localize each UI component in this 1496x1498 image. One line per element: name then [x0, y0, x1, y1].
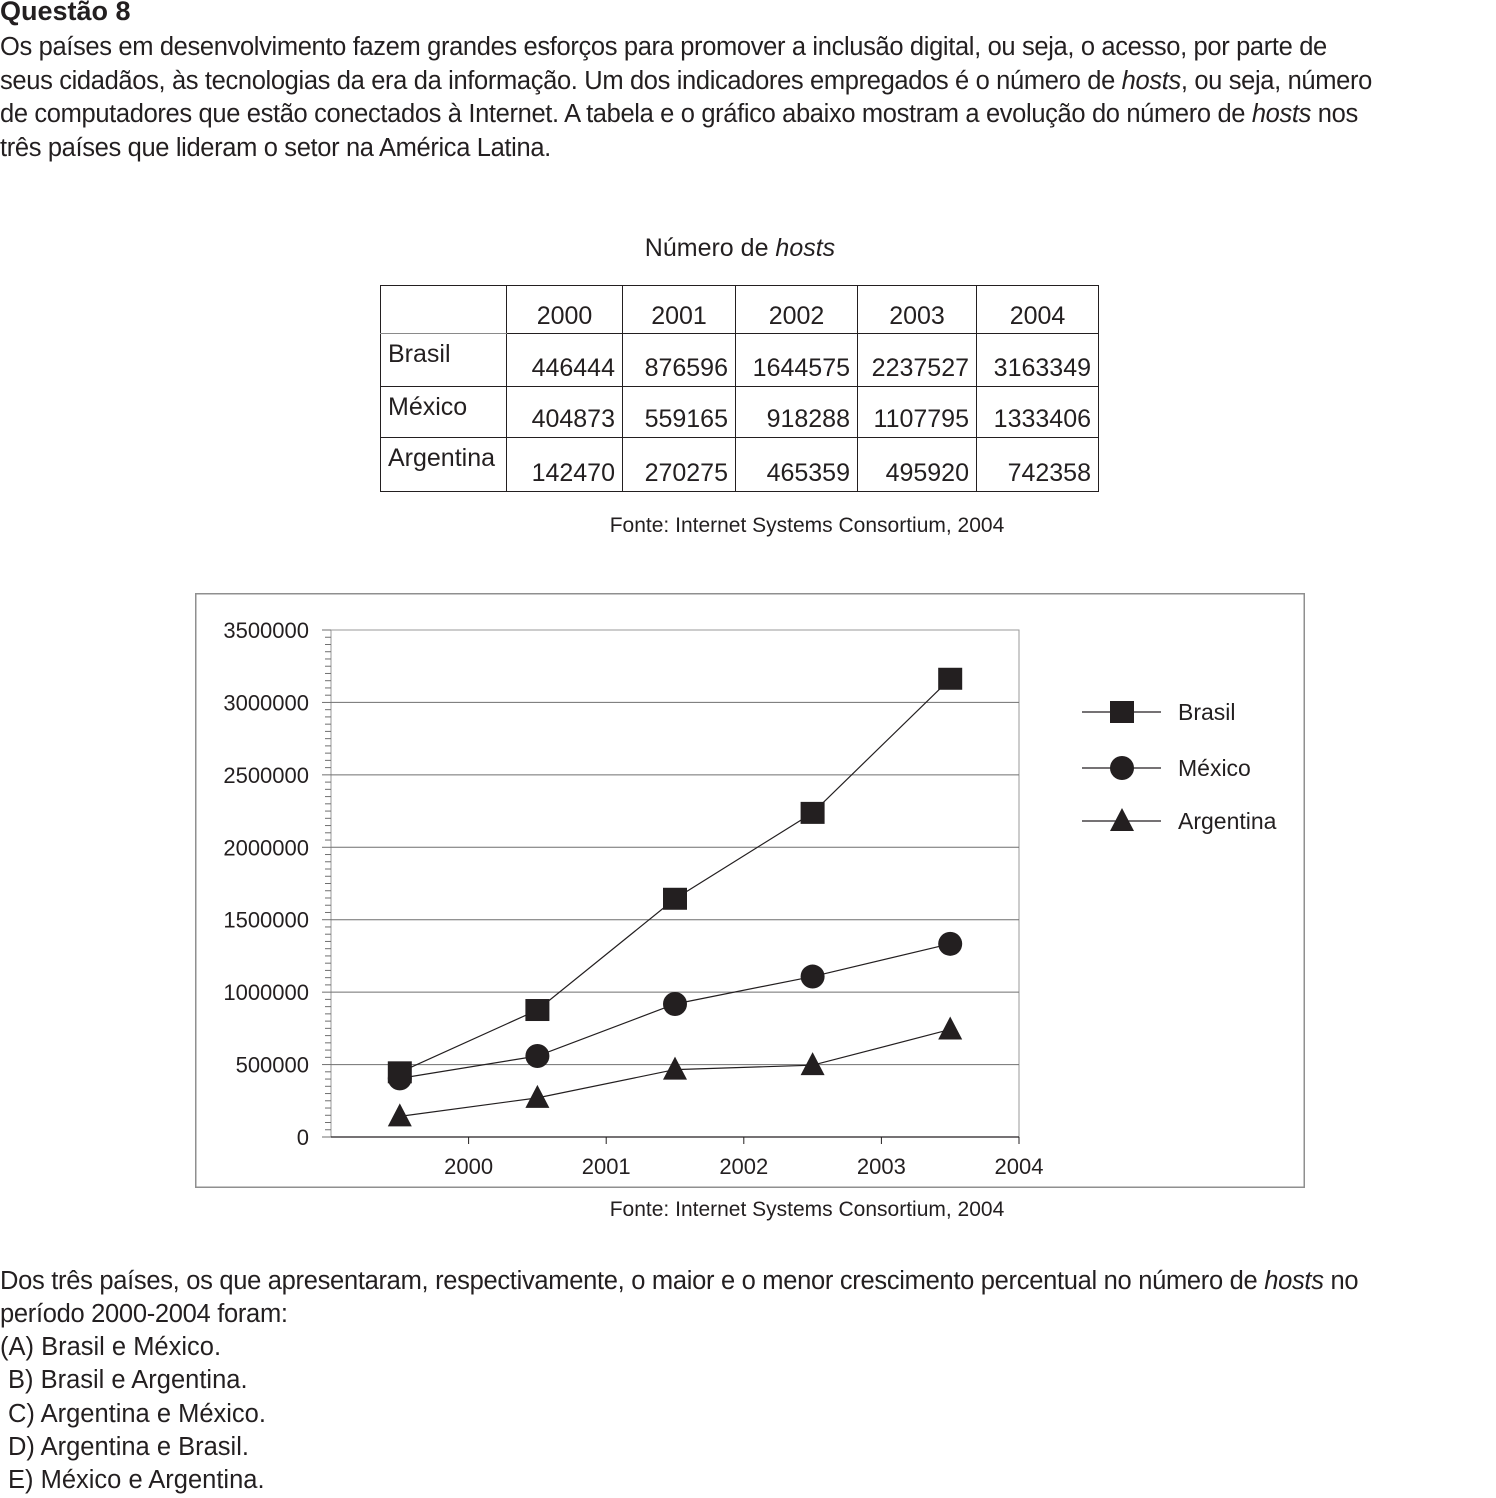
- data-point-circle: [663, 991, 687, 1016]
- legend-marker-square: [1110, 701, 1134, 723]
- table-title: Número de hosts: [380, 234, 1100, 263]
- data-point-circle: [800, 964, 825, 989]
- table-row: México 404873 559165 918288 1107795 1333…: [380, 386, 1099, 438]
- table-value-cell: 2237527: [857, 333, 977, 387]
- x-tick-label: 2004: [995, 1154, 1044, 1179]
- question-title: Questão 8: [0, 0, 131, 26]
- italic-term: hosts: [1251, 100, 1312, 128]
- chart-frame: [195, 593, 1305, 1188]
- table-title-prefix: Número de: [644, 234, 776, 262]
- answer-option[interactable]: E) México e Argentina.: [8, 1466, 265, 1495]
- data-point-triangle: [525, 1084, 550, 1108]
- y-tick-label: 3000000: [223, 690, 309, 715]
- y-tick-label: 1500000: [223, 908, 309, 933]
- prompt-line: período 2000-2004 foram:: [0, 1300, 288, 1329]
- y-tick-label: 2000000: [223, 835, 309, 860]
- table-value-cell: 270275: [622, 437, 736, 492]
- table-year-header: 2000: [506, 285, 623, 334]
- data-point-square: [938, 667, 963, 690]
- italic-term: hosts: [1264, 1267, 1324, 1295]
- table-value-cell: 446444: [506, 333, 623, 387]
- table-value-cell: 465359: [735, 437, 858, 492]
- y-tick-label: 2500000: [223, 763, 309, 788]
- data-point-triangle: [663, 1056, 687, 1080]
- table-value-cell: 918288: [735, 386, 858, 438]
- question-intro: Os países em desenvolvimento fazem grand…: [0, 31, 1496, 165]
- table-title-italic: hosts: [775, 234, 836, 262]
- x-tick-label: 2000: [444, 1154, 493, 1179]
- table-year-header: 2004: [976, 285, 1099, 334]
- prompt-line: Dos três países, os que apresentaram, re…: [0, 1267, 1359, 1295]
- data-point-square: [525, 999, 550, 1022]
- data-point-circle: [387, 1066, 412, 1091]
- table-value-cell: 559165: [622, 386, 736, 438]
- y-tick-label: 1000000: [223, 980, 309, 1005]
- legend-marker-circle: [1110, 756, 1134, 780]
- italic-term: hosts: [1121, 66, 1182, 95]
- table-country-cell: Argentina: [380, 437, 507, 492]
- hosts-table: 2000 2001 2002 2003 2004 Brasil 446444 8…: [380, 285, 1099, 492]
- table-year-header: 2003: [857, 285, 977, 334]
- table-value-cell: 876596: [622, 333, 736, 387]
- x-tick-label: 2001: [582, 1154, 631, 1179]
- intro-line: Os países em desenvolvimento fazem grand…: [0, 33, 1327, 61]
- answer-option[interactable]: D) Argentina e Brasil.: [8, 1432, 249, 1461]
- x-tick-label: 2002: [719, 1154, 768, 1179]
- table-header-row: 2000 2001 2002 2003 2004: [380, 285, 1099, 334]
- y-tick-label: 3500000: [223, 618, 309, 643]
- table-value-cell: 142470: [506, 437, 623, 492]
- table-corner-cell: [380, 285, 507, 334]
- answer-option[interactable]: (A) Brasil e México.: [0, 1333, 222, 1361]
- answer-option[interactable]: B) Brasil e Argentina.: [8, 1366, 248, 1395]
- hosts-line-chart: 0 500000 1000000 1500000 2000000 2500000 30000…: [195, 593, 1305, 1188]
- table-year-header: 2001: [622, 285, 736, 334]
- legend-marker-triangle: [1110, 808, 1134, 831]
- table-value-cell: 3163349: [976, 333, 1099, 387]
- table-row: Brasil 446444 876596 1644575 2237527 316…: [380, 333, 1099, 387]
- intro-line: seus cidadãos, às tecnologias da era da …: [0, 66, 1372, 95]
- y-tick-label: 500000: [236, 1053, 309, 1078]
- answer-option[interactable]: C) Argentina e México.: [8, 1399, 266, 1428]
- data-point-triangle: [387, 1103, 412, 1127]
- data-point-triangle: [800, 1052, 825, 1076]
- table-year-header: 2002: [735, 285, 858, 334]
- table-value-cell: 1333406: [976, 386, 1099, 438]
- table-value-cell: 495920: [857, 437, 977, 492]
- chart-source: Fonte: Internet Systems Consortium, 2004: [609, 1198, 1005, 1221]
- table-source: Fonte: Internet Systems Consortium, 2004: [609, 514, 1005, 537]
- intro-line: de computadores que estão conectados à I…: [0, 100, 1358, 128]
- table-value-cell: 1644575: [735, 333, 858, 387]
- legend-label: Brasil: [1178, 699, 1236, 725]
- intro-line: três países que lideram o setor na Améri…: [0, 133, 551, 162]
- question-prompt: Dos três países, os que apresentaram, re…: [0, 1265, 1496, 1332]
- table-country-cell: México: [380, 386, 507, 438]
- table-value-cell: 404873: [506, 386, 623, 438]
- y-tick-label: 0: [297, 1125, 309, 1150]
- legend-label: Argentina: [1178, 808, 1277, 834]
- data-point-circle: [525, 1044, 550, 1069]
- legend-label: México: [1178, 755, 1251, 781]
- table-value-cell: 742358: [976, 437, 1099, 492]
- x-tick-label: 2003: [857, 1154, 906, 1179]
- data-point-square: [663, 887, 687, 910]
- answer-options: (A) Brasil e México. B) Brasil e Argentin…: [0, 1331, 266, 1497]
- data-point-triangle: [938, 1016, 963, 1040]
- data-point-circle: [938, 931, 963, 956]
- data-point-square: [800, 801, 825, 824]
- table-country-cell: Brasil: [380, 333, 507, 387]
- table-value-cell: 1107795: [857, 386, 977, 438]
- table-row: Argentina 142470 270275 465359 495920 74…: [380, 437, 1099, 492]
